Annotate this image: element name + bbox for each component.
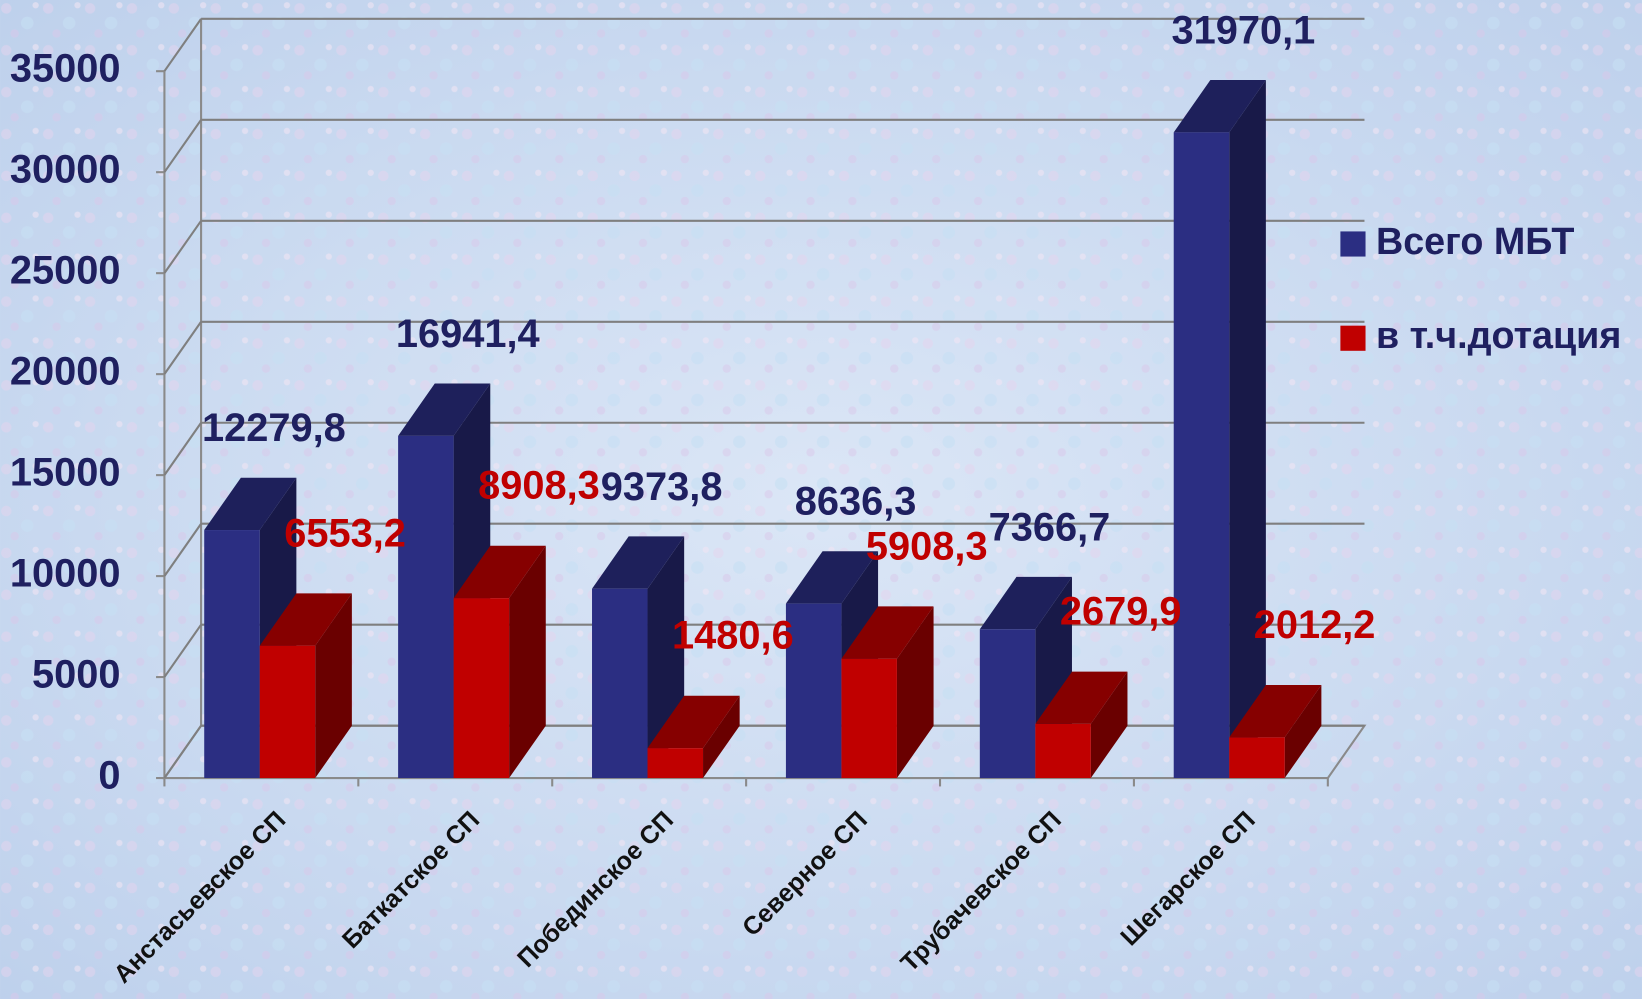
bar [592, 589, 648, 778]
value-label: 1480,6 [672, 614, 794, 658]
value-label: 31970,1 [1171, 8, 1315, 52]
bar [260, 646, 316, 778]
value-label: 6553,2 [284, 511, 406, 555]
bar-side [1229, 80, 1266, 778]
legend-swatch [1340, 231, 1365, 256]
y-tick-label: 5000 [32, 653, 121, 697]
value-label: 2012,2 [1254, 603, 1376, 647]
value-label: 12279,8 [202, 406, 346, 450]
bar [204, 530, 260, 778]
y-tick-label: 35000 [10, 47, 121, 91]
bar [841, 659, 897, 778]
bar [786, 604, 842, 778]
legend-label: в т.ч.дотация [1376, 314, 1621, 356]
legend-label: Всего МБТ [1376, 220, 1574, 262]
y-tick-label: 15000 [10, 451, 121, 495]
value-label: 2679,9 [1060, 589, 1182, 633]
value-label: 7366,7 [989, 505, 1111, 549]
bar [1035, 724, 1091, 778]
y-tick-label: 10000 [10, 552, 121, 596]
value-label: 16941,4 [396, 312, 540, 356]
page: {"chart_data": {"type": "bar3d", "catego… [0, 0, 1642, 999]
bar [454, 598, 510, 778]
y-tick-label: 30000 [10, 148, 121, 192]
bar [648, 748, 704, 778]
y-tick-label: 0 [98, 754, 120, 798]
chart: 05000100001500020000250003000035000Анста… [0, 0, 1642, 999]
y-tick-label: 20000 [10, 350, 121, 394]
bar [1229, 737, 1285, 778]
value-label: 8908,3 [478, 464, 600, 508]
bar [980, 629, 1036, 778]
value-label: 9373,8 [601, 465, 723, 509]
value-label: 8636,3 [795, 480, 917, 524]
y-tick-label: 25000 [10, 249, 121, 293]
value-label: 5908,3 [866, 524, 988, 568]
bar [1174, 132, 1230, 778]
bar [398, 436, 454, 778]
legend-swatch [1340, 326, 1365, 351]
